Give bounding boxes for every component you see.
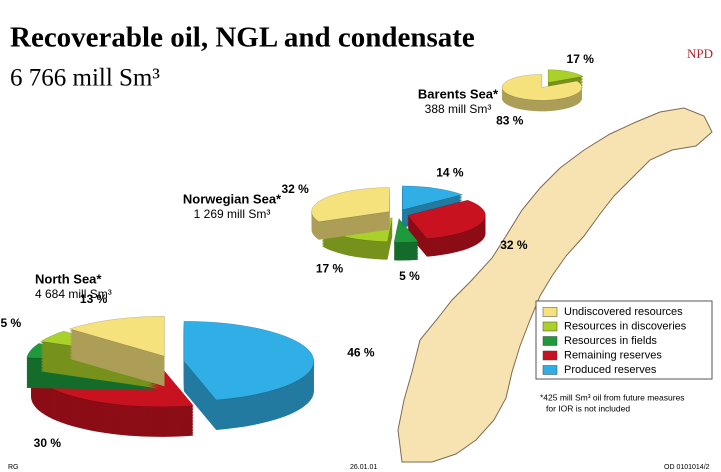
footer: OD 0101014/2 (664, 464, 710, 471)
data-label: 13 % (80, 292, 108, 306)
footer: 26.01.01 (350, 464, 377, 471)
pie-subtitle: 4 684 mill Sm³ (35, 287, 112, 301)
data-label: 32 % (281, 182, 309, 196)
subtitle: 6 766 mill Sm³ (10, 65, 160, 92)
data-label: 17 % (567, 52, 595, 66)
legend-label: Produced reserves (564, 364, 657, 376)
data-label: 5 % (1, 316, 22, 330)
logo: NPD (687, 46, 713, 61)
legend-box (535, 300, 713, 380)
legend-swatch (542, 336, 558, 346)
legend-label: Resources in discoveries (564, 320, 687, 332)
legend-swatch (542, 365, 558, 375)
data-label: 5 % (399, 269, 420, 283)
legend-label: Remaining reserves (564, 349, 662, 361)
legend-label: Undiscovered resources (564, 306, 683, 318)
slice (547, 69, 584, 83)
legend-swatch (542, 307, 558, 317)
legend-label: Resources in fields (564, 335, 657, 347)
footnote: *425 mill Sm³ oil from future measures (540, 392, 685, 402)
data-label: 17 % (316, 262, 344, 276)
title: Recoverable oil, NGL and condensate (10, 22, 475, 54)
footnote: for IOR is not included (546, 403, 630, 413)
slice (311, 187, 390, 223)
data-label: 30 % (34, 436, 62, 450)
pie-subtitle: 1 269 mill Sm³ (194, 207, 271, 221)
footer: RG (8, 464, 19, 471)
data-label: 14 % (436, 165, 464, 179)
slice (68, 315, 165, 357)
legend-swatch (542, 321, 558, 332)
slice (393, 217, 419, 243)
pie-title: Norwegian Sea* (183, 191, 282, 206)
map-norway (397, 107, 713, 463)
pie-subtitle: 388 mill Sm³ (425, 102, 492, 116)
data-label: 32 % (500, 238, 528, 252)
slice (407, 199, 486, 239)
slice (501, 74, 583, 101)
pie-title: Barents Sea* (418, 86, 499, 101)
data-label: 46 % (347, 346, 375, 360)
pie-title: North Sea* (35, 271, 102, 286)
slice (402, 185, 464, 211)
data-label: 83 % (496, 113, 524, 127)
legend-swatch (542, 350, 558, 361)
slice (183, 320, 315, 401)
